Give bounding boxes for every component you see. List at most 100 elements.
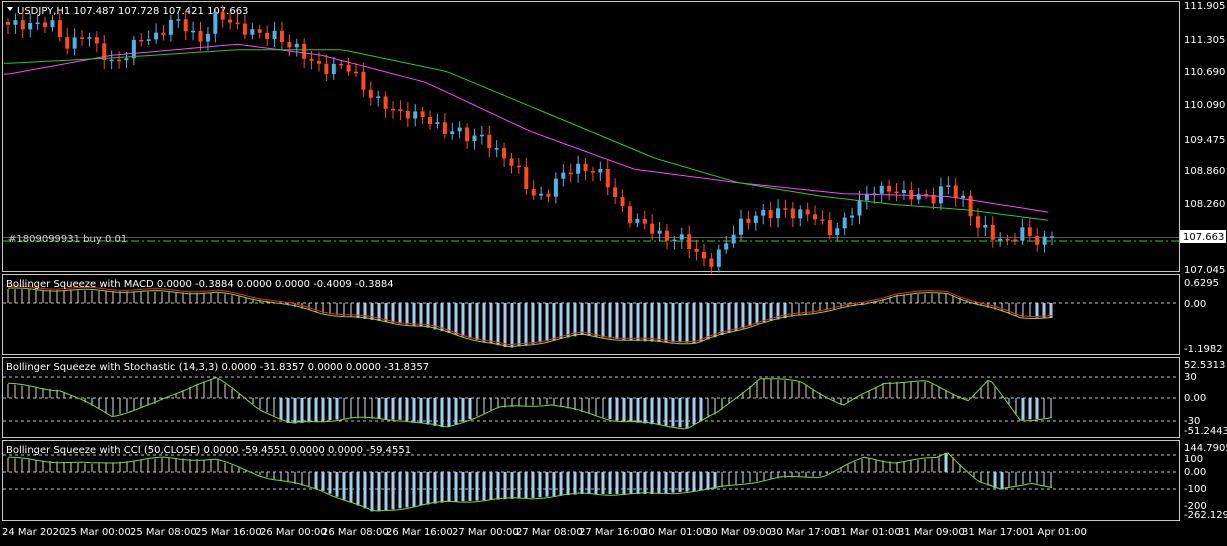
cci-tick: 144.7905 [1184, 443, 1227, 454]
collapse-triangle-icon[interactable] [7, 7, 13, 11]
candle-body [576, 163, 581, 174]
signal-line [7, 285, 1053, 345]
candle-body [931, 194, 936, 204]
candle-body [442, 122, 447, 134]
candle-body [205, 33, 210, 42]
candle-body [102, 43, 107, 61]
candle-body [539, 193, 544, 196]
candle-body [405, 110, 410, 119]
candle-body [827, 220, 832, 235]
candle-body [279, 30, 284, 43]
candle-body [805, 209, 810, 215]
cci-panel-frame [2, 440, 1180, 521]
price-tick: 110.090 [1184, 100, 1225, 111]
candle-body [553, 178, 558, 197]
candle-body [257, 29, 262, 33]
candle-body [1035, 235, 1040, 245]
candle-body [13, 20, 18, 25]
candle-body [1050, 236, 1054, 238]
candle-body [139, 39, 144, 42]
price-tick: 109.475 [1184, 135, 1225, 146]
candle-body [938, 186, 943, 204]
stoch-panel-frame [2, 357, 1180, 438]
price-tick: 107.045 [1184, 265, 1225, 276]
candle-body [168, 19, 173, 35]
candle-body [739, 218, 744, 235]
indicator-line [7, 377, 1053, 430]
time-label: 25 Mar 16:00 [195, 527, 262, 538]
candle-body [776, 208, 781, 219]
candle-body [983, 224, 988, 228]
candle-body [968, 195, 973, 217]
candle-body [1020, 227, 1025, 241]
candle-body [694, 249, 699, 252]
candle-body [250, 29, 255, 35]
candle-body [909, 189, 914, 200]
time-label: 26 Mar 00:00 [260, 527, 327, 538]
time-label: 26 Mar 16:00 [386, 527, 453, 538]
time-label: 30 Mar 09:00 [705, 527, 772, 538]
current-price-box [1180, 230, 1226, 243]
candle-body [20, 20, 25, 30]
ma-slow-line [3, 49, 1049, 221]
macd-title: Bollinger Squeeze with MACD 0.0000 -0.38… [6, 279, 394, 290]
price-axis: 111.905 111.305 110.690 110.090 109.475 … [1184, 1, 1225, 276]
candle-body [316, 60, 321, 64]
candle-body [428, 117, 433, 125]
candle-body [154, 32, 159, 40]
candle-body [516, 165, 521, 168]
candle-body [331, 63, 336, 75]
stoch-tick: 30 [1184, 372, 1197, 383]
price-tick: 110.690 [1184, 67, 1225, 78]
candle-body [916, 194, 921, 200]
price-tick: 111.905 [1184, 1, 1225, 12]
time-label: 25 Mar 08:00 [130, 527, 197, 538]
macd-axis: 0.6295 0.00 -1.1982 [1184, 278, 1223, 355]
candle-body [746, 218, 751, 223]
candle-body [857, 200, 862, 216]
candle-body [457, 127, 462, 132]
candle-body [94, 37, 99, 44]
candle-body [43, 22, 48, 28]
main-panel-frame [2, 1, 1180, 272]
candle-body [198, 30, 203, 42]
price-tick: 108.860 [1184, 166, 1225, 177]
time-label: 31 Mar 17:00 [962, 527, 1029, 538]
macd-tick: -1.1982 [1184, 344, 1223, 355]
candle-body [383, 96, 388, 109]
candle-body [687, 234, 692, 250]
candle-body [339, 63, 344, 66]
candle-body [479, 134, 484, 137]
candle-body [664, 230, 669, 241]
candle-body [724, 243, 729, 250]
candle-body [191, 30, 196, 33]
candle-body [813, 214, 818, 220]
candle-body [391, 108, 396, 111]
candle-body [657, 230, 662, 234]
cci-tick: 100 [1184, 454, 1203, 465]
candle-body [635, 219, 640, 223]
time-label: 25 Mar 00:00 [64, 527, 131, 538]
candle-body [287, 42, 292, 48]
candle-body [1005, 238, 1010, 241]
candle-body [561, 172, 566, 179]
candle-body [590, 171, 595, 173]
candle-body [509, 158, 514, 166]
time-label: 30 Mar 17:00 [770, 527, 837, 538]
candle-body [302, 43, 307, 59]
candle-body [80, 37, 85, 39]
candle-body [213, 11, 218, 34]
indicator-line [7, 287, 1053, 347]
candle-body [65, 37, 70, 49]
time-label: 31 Mar 09:00 [898, 527, 965, 538]
candle-body [294, 43, 299, 48]
candle-body [961, 195, 966, 199]
candle-body [309, 58, 314, 61]
candle-body [109, 59, 114, 62]
candle-body [361, 71, 366, 90]
candle-body [435, 122, 440, 125]
candle-body [768, 209, 773, 219]
